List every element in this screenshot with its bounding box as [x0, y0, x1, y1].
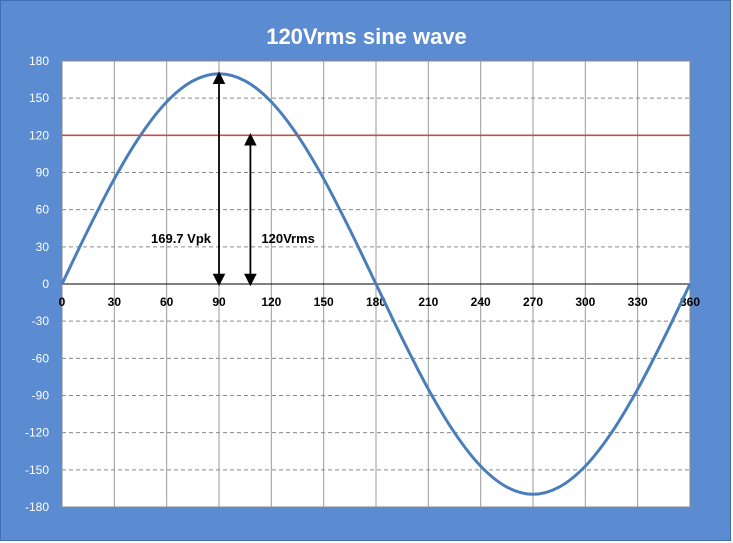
y-tick-label: 60 — [36, 203, 50, 217]
x-tick-label: 270 — [523, 295, 543, 309]
y-tick-label: 180 — [29, 54, 49, 68]
x-tick-label: 360 — [680, 295, 700, 309]
y-tick-label: -90 — [32, 389, 50, 403]
y-tick-label: -30 — [32, 314, 50, 328]
y-tick-label: -180 — [25, 500, 49, 514]
chart-title: 120Vrms sine wave — [266, 24, 467, 49]
sine-series-line — [60, 72, 692, 496]
y-tick-label: 90 — [36, 166, 50, 180]
x-tick-label: 0 — [59, 295, 66, 309]
y-tick-label: -120 — [25, 426, 49, 440]
x-tick-label: 180 — [366, 295, 386, 309]
x-tick-label: 330 — [628, 295, 648, 309]
x-tick-label: 120 — [261, 295, 281, 309]
y-tick-label: 120 — [29, 128, 49, 142]
x-tick-label: 210 — [418, 295, 438, 309]
x-tick-label: 30 — [108, 295, 122, 309]
x-tick-label: 90 — [212, 295, 226, 309]
x-tick-label: 150 — [314, 295, 334, 309]
annotation-label: 120Vrms — [261, 231, 315, 246]
x-tick-label: 240 — [471, 295, 491, 309]
x-tick-label: 60 — [160, 295, 174, 309]
x-tick-label: 300 — [575, 295, 595, 309]
y-tick-label: -60 — [32, 351, 50, 365]
y-tick-label: 150 — [29, 91, 49, 105]
y-tick-label: 30 — [36, 240, 50, 254]
y-tick-label: -150 — [25, 463, 49, 477]
annotation-label: 169.7 Vpk — [151, 231, 212, 246]
y-tick-label: 0 — [42, 277, 49, 291]
